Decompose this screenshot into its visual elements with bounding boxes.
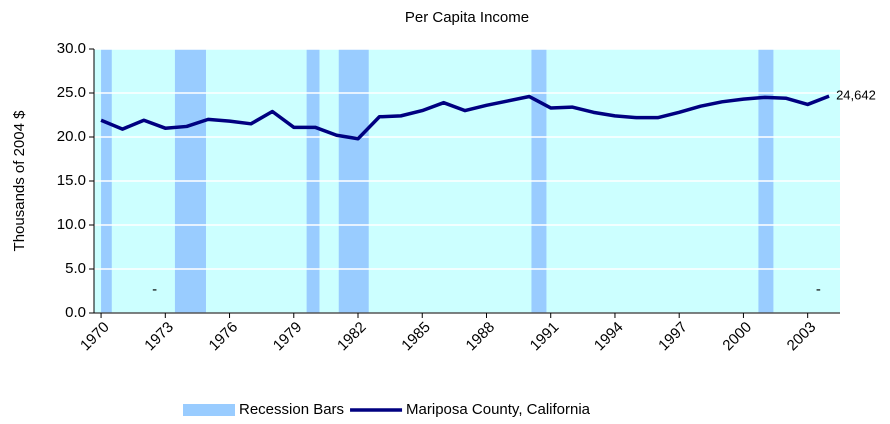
data-label: 24,642 <box>836 88 876 103</box>
y-tick-label: 20.0 <box>57 128 86 145</box>
y-axis-label: Thousands of 2004 $ <box>11 110 28 252</box>
x-tick-label: 1976 <box>206 319 242 355</box>
annotation: - <box>816 281 821 298</box>
y-tick-label: 0.0 <box>65 304 86 321</box>
y-tick-label: 10.0 <box>57 216 86 233</box>
x-tick-label: 1997 <box>655 319 691 355</box>
y-tick-label: 15.0 <box>57 172 86 189</box>
legend-label: Recession Bars <box>239 401 344 418</box>
y-tick-label: 25.0 <box>57 84 86 101</box>
y-tick-label: 5.0 <box>65 260 86 277</box>
x-tick-label: 1985 <box>398 319 434 355</box>
x-tick-label: 1973 <box>141 319 177 355</box>
legend-item: Mariposa County, California <box>350 401 591 418</box>
line <box>100 94 830 141</box>
x-tick-label: 1979 <box>270 319 306 355</box>
legend-swatch <box>183 404 235 416</box>
legend-item: Recession Bars <box>183 401 344 418</box>
x-tick-label: 1988 <box>462 319 498 355</box>
annotation: - <box>152 281 157 298</box>
x-tick-label: 1994 <box>591 319 627 355</box>
legend-label: Mariposa County, California <box>406 401 591 418</box>
x-tick-label: 1982 <box>334 319 370 355</box>
chart-title: Per Capita Income <box>405 9 529 26</box>
x-tick-label: 1970 <box>77 319 113 355</box>
x-tick-label: 1991 <box>527 319 563 355</box>
y-tick-label: 30.0 <box>57 40 86 57</box>
x-tick-label: 2000 <box>719 319 755 355</box>
x-tick-label: 2003 <box>784 319 820 355</box>
